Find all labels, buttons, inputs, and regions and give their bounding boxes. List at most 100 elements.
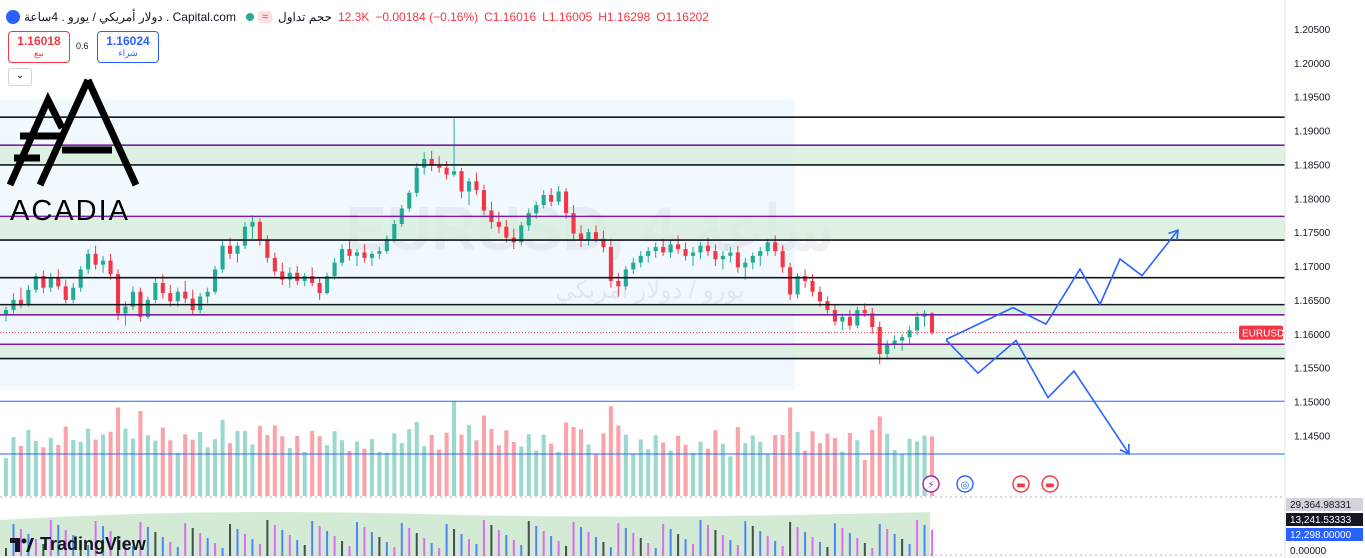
tradingview-logo[interactable]: TradingView — [10, 534, 146, 555]
event-markers[interactable]: ⚡ ◎ ▬ ▬ — [922, 475, 1059, 493]
lower-bar — [326, 531, 329, 556]
candle-body — [481, 190, 486, 211]
volume-bar — [377, 451, 382, 496]
price-axis-bg — [1285, 0, 1365, 558]
volume-bars — [3, 401, 935, 496]
candle-body — [862, 310, 867, 314]
symbol-description[interactable]: دولار أمريكي / يورو . 4ساعة . Capital.co… — [24, 10, 236, 24]
candle-body — [175, 291, 180, 302]
event-marker-glyph: ▬ — [1016, 480, 1025, 491]
lower-bar — [191, 528, 194, 556]
lower-area — [0, 512, 930, 556]
candle-body — [728, 252, 733, 256]
volume-bar — [489, 429, 494, 496]
price-axis[interactable]: 1.20500 1.20000 1.19500 1.19000 1.18500 1.180… — [1284, 0, 1365, 558]
candle-body — [474, 181, 479, 191]
candle — [332, 257, 337, 280]
volume-bar — [63, 426, 68, 496]
volume-bar — [541, 434, 546, 496]
lower-bar — [774, 541, 777, 556]
collapse-button[interactable]: ⌄ — [8, 68, 32, 86]
lower-bar — [154, 532, 157, 556]
volume-bar — [466, 425, 472, 496]
candle — [130, 286, 136, 311]
lower-pane-label: 29,364.98331 — [1290, 500, 1352, 511]
candle — [444, 161, 449, 180]
lower-bar — [759, 531, 762, 556]
volume-bar — [661, 442, 666, 496]
candle-body — [213, 269, 218, 292]
volume-bar — [855, 440, 860, 496]
candle — [205, 287, 210, 304]
candle-body — [758, 251, 763, 256]
market-open-icon — [245, 13, 254, 21]
volume-bar — [101, 434, 106, 496]
lower-bar — [684, 539, 687, 556]
candle-body — [780, 251, 785, 268]
candle-body — [534, 205, 539, 214]
candle — [690, 247, 696, 267]
volume-bar — [929, 436, 935, 496]
lower-bar — [886, 529, 889, 556]
lower-bar — [878, 524, 881, 556]
candle-body — [750, 255, 755, 263]
candle-body — [250, 221, 255, 227]
volume-bar — [608, 406, 613, 496]
candle-body — [317, 282, 322, 294]
chart-header: دولار أمريكي / يورو . 4ساعة . Capital.co… — [6, 8, 715, 26]
candle-body — [638, 255, 643, 263]
y-tick-label: 1.17000 — [1294, 262, 1331, 273]
candle-body — [907, 330, 912, 338]
candle — [474, 172, 479, 195]
lower-bar — [527, 521, 530, 556]
candle-body — [586, 232, 591, 241]
candle-body — [571, 213, 576, 234]
lower-bar — [624, 528, 627, 556]
symbol-tag: EURUSD — [1242, 329, 1284, 340]
candle — [392, 219, 397, 243]
projection-up — [945, 229, 1179, 341]
lower-bar — [19, 529, 22, 556]
volume-bar — [750, 435, 755, 496]
volume-bar — [153, 440, 158, 496]
event-marker-icon — [1012, 475, 1030, 493]
y-tick-label: 1.14500 — [1294, 431, 1331, 442]
lower-bar — [826, 547, 829, 556]
candle-body — [362, 252, 367, 258]
lower-bar — [931, 530, 933, 556]
lower-bar — [221, 548, 224, 556]
ohlc-open: O1.16202 — [656, 10, 709, 24]
lower-bar — [176, 547, 179, 556]
lower-bar — [57, 525, 60, 556]
lower-bar — [393, 547, 396, 556]
candle-body — [705, 245, 711, 252]
ohlc-low: L1.16005 — [542, 10, 593, 24]
volume-bar — [250, 444, 255, 496]
wave-icon[interactable]: ≈ — [257, 11, 273, 23]
volume-bar — [257, 426, 262, 496]
volume-bar — [347, 451, 352, 496]
lower-bar — [288, 535, 291, 556]
volume-bar — [922, 435, 927, 496]
lower-bar — [818, 542, 821, 556]
candle — [870, 308, 875, 334]
lower-bar — [251, 539, 254, 556]
lower-bar — [34, 539, 37, 556]
volume-bar — [190, 439, 195, 496]
sell-button[interactable]: 1.16018 بيع — [8, 31, 70, 63]
buy-button[interactable]: 1.16024 شراء — [97, 31, 159, 63]
candle — [317, 278, 322, 300]
lower-bar — [311, 521, 314, 556]
lower-bar — [647, 543, 650, 556]
candle — [586, 228, 591, 246]
volume-bar — [220, 419, 225, 496]
candle — [459, 167, 464, 199]
volume-bar — [115, 407, 121, 496]
volume-bar — [676, 435, 681, 496]
candle — [915, 312, 920, 336]
lower-indicator-pane — [0, 496, 1285, 556]
candle — [556, 186, 561, 206]
volume-bar — [86, 428, 91, 496]
candle — [750, 252, 755, 270]
